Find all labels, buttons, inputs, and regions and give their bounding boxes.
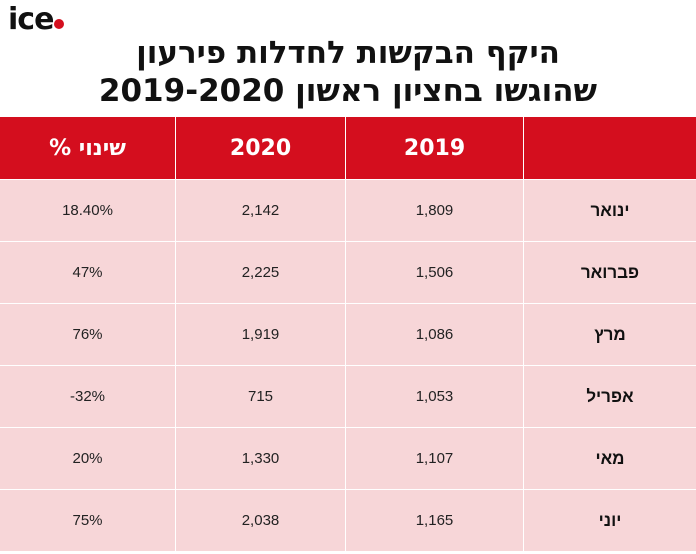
header-change: שינוי % xyxy=(49,135,126,161)
value-2019: 1,053 xyxy=(345,366,523,427)
value-2020: 2,038 xyxy=(175,490,345,551)
value-2020: 1,330 xyxy=(175,428,345,489)
header-2020: 2020 xyxy=(175,117,345,179)
table-row: יוני 1,165 2,038 75% xyxy=(0,490,696,552)
title-line-2: שהוגשו בחציון ראשון 2019-2020 xyxy=(98,73,598,109)
month-label: פברואר xyxy=(580,262,640,282)
value-2019: 1,086 xyxy=(345,304,523,365)
value-change: 20% xyxy=(72,450,103,467)
header-2019: 2019 xyxy=(345,117,523,179)
table-row: ינואר 1,809 2,142 18.40% xyxy=(0,180,696,242)
table-row: אפריל 1,053 715 -32% xyxy=(0,366,696,428)
table-row: פברואר 1,506 2,225 47% xyxy=(0,242,696,304)
data-table: 2019 2020 שינוי % ינואר 1,809 2,142 18.4… xyxy=(0,117,696,552)
month-cell: ינואר xyxy=(523,180,696,241)
table-row: מאי 1,107 1,330 20% xyxy=(0,428,696,490)
month-cell: מרץ xyxy=(523,304,696,365)
value-2020: 2,142 xyxy=(175,180,345,241)
value-change: 76% xyxy=(72,326,103,343)
value-2020: 2,225 xyxy=(175,242,345,303)
table-header-row: 2019 2020 שינוי % xyxy=(0,117,696,180)
month-label: אפריל xyxy=(586,386,634,406)
value-2019: 1,809 xyxy=(345,180,523,241)
month-label: מרץ xyxy=(594,324,626,344)
value-change: 18.40% xyxy=(62,202,113,219)
month-label: יוני xyxy=(598,510,622,530)
value-2019: 1,165 xyxy=(345,490,523,551)
logo-dot xyxy=(54,19,65,29)
header-month xyxy=(523,117,696,179)
value-change: -32% xyxy=(69,388,106,405)
value-2020: 1,919 xyxy=(175,304,345,365)
title-line-1: היקף הבקשות לחדלות פירעון xyxy=(136,35,560,71)
month-cell: יוני xyxy=(523,490,696,551)
month-cell: מאי xyxy=(523,428,696,489)
month-cell: פברואר xyxy=(523,242,696,303)
value-2020: 715 xyxy=(175,366,345,427)
month-label: ינואר xyxy=(590,200,630,220)
month-label: מאי xyxy=(595,448,625,468)
value-2019: 1,107 xyxy=(345,428,523,489)
ice-logo: ice xyxy=(8,2,65,38)
value-change: 47% xyxy=(72,264,103,281)
value-2019: 1,506 xyxy=(345,242,523,303)
month-cell: אפריל xyxy=(523,366,696,427)
table-row: מרץ 1,086 1,919 76% xyxy=(0,304,696,366)
value-change: 75% xyxy=(72,512,103,529)
chart-title: היקף הבקשות לחדלות פירעון שהוגשו בחציון … xyxy=(0,34,696,110)
